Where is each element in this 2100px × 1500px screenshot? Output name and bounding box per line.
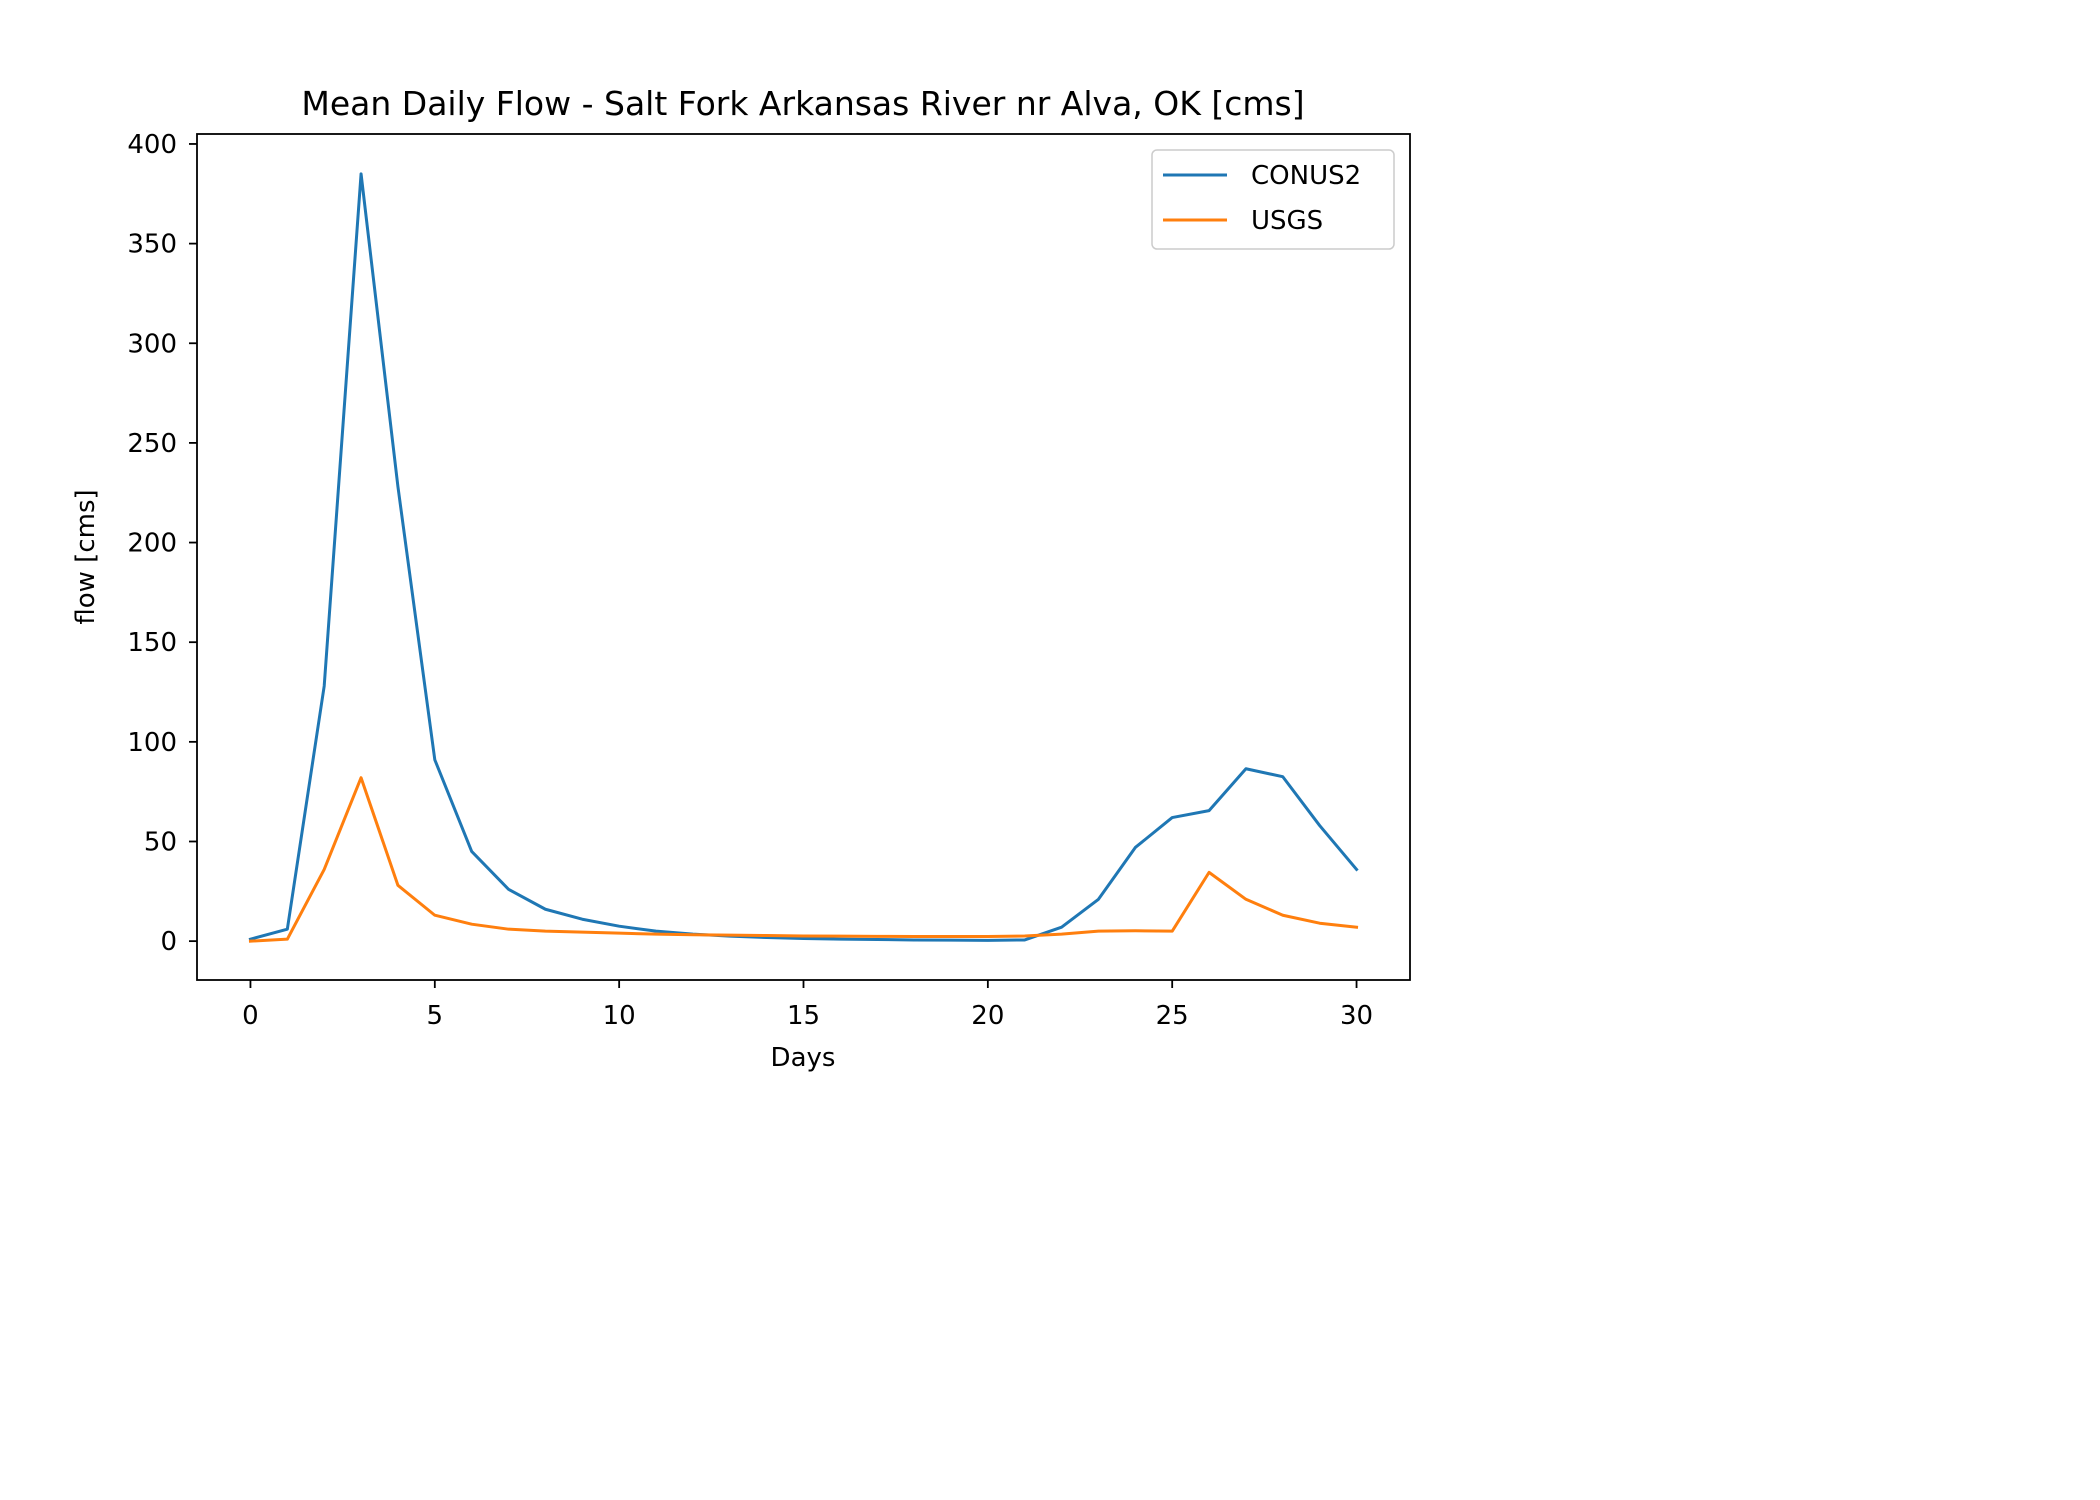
x-axis-label: Days (771, 1043, 836, 1073)
y-tick-label: 0 (160, 927, 177, 957)
x-tick-label: 10 (603, 1001, 636, 1031)
legend-label-conus2: CONUS2 (1251, 161, 1361, 191)
y-tick-label: 250 (127, 429, 177, 459)
y-axis-label: flow [cms] (71, 489, 101, 624)
y-tick-label: 100 (127, 728, 177, 758)
plot-frame (196, 133, 1411, 981)
x-tick-label: 25 (1156, 1001, 1189, 1031)
x-tick-label: 0 (242, 1001, 259, 1031)
y-tick-label: 300 (127, 329, 177, 359)
y-tick-label: 150 (127, 628, 177, 658)
x-tick-label: 20 (971, 1001, 1004, 1031)
x-tick-label: 15 (787, 1001, 820, 1031)
y-tick-label: 200 (127, 529, 177, 559)
y-tick-label: 50 (144, 827, 177, 857)
series-line-usgs (248, 776, 1359, 943)
x-tick-label: 5 (427, 1001, 444, 1031)
chart: Mean Daily Flow - Salt Fork Arkansas Riv… (71, 84, 1411, 1073)
y-axis-ticks: 0 50 100 150 200 250 300 350 400 (127, 130, 197, 957)
series-layer (248, 172, 1359, 943)
x-axis-ticks: 0 5 10 15 20 25 30 (242, 980, 1373, 1031)
chart-title: Mean Daily Flow - Salt Fork Arkansas Riv… (301, 84, 1304, 123)
legend: CONUS2 USGS (1151, 149, 1395, 250)
x-tick-label: 30 (1340, 1001, 1373, 1031)
legend-label-usgs: USGS (1251, 206, 1323, 236)
y-tick-label: 350 (127, 230, 177, 260)
series-line-conus2 (248, 172, 1359, 942)
y-tick-label: 400 (127, 130, 177, 160)
